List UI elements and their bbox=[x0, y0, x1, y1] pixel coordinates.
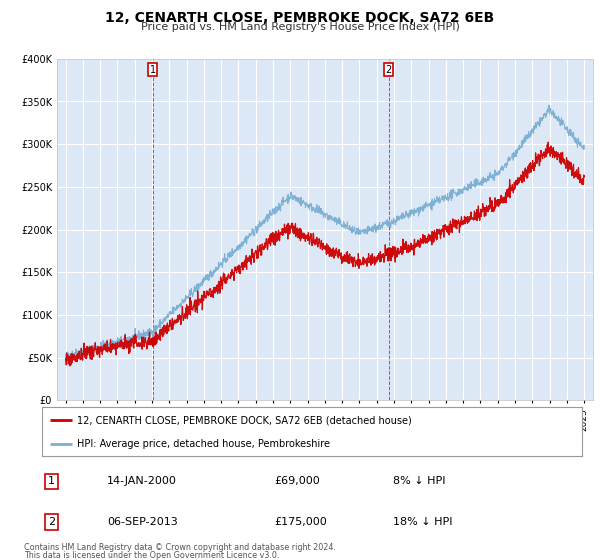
Text: 1: 1 bbox=[48, 477, 55, 486]
Text: 2: 2 bbox=[385, 65, 392, 75]
Text: 18% ↓ HPI: 18% ↓ HPI bbox=[393, 517, 452, 527]
Text: 2: 2 bbox=[48, 517, 55, 527]
Text: This data is licensed under the Open Government Licence v3.0.: This data is licensed under the Open Gov… bbox=[24, 551, 280, 560]
Text: Contains HM Land Registry data © Crown copyright and database right 2024.: Contains HM Land Registry data © Crown c… bbox=[24, 543, 336, 552]
Text: 14-JAN-2000: 14-JAN-2000 bbox=[107, 477, 176, 486]
Text: 06-SEP-2013: 06-SEP-2013 bbox=[107, 517, 178, 527]
Text: 8% ↓ HPI: 8% ↓ HPI bbox=[393, 477, 445, 486]
Text: £175,000: £175,000 bbox=[274, 517, 327, 527]
Text: 12, CENARTH CLOSE, PEMBROKE DOCK, SA72 6EB: 12, CENARTH CLOSE, PEMBROKE DOCK, SA72 6… bbox=[106, 11, 494, 25]
Text: Price paid vs. HM Land Registry's House Price Index (HPI): Price paid vs. HM Land Registry's House … bbox=[140, 22, 460, 32]
Text: £69,000: £69,000 bbox=[274, 477, 320, 486]
Text: 1: 1 bbox=[149, 65, 156, 75]
Text: 12, CENARTH CLOSE, PEMBROKE DOCK, SA72 6EB (detached house): 12, CENARTH CLOSE, PEMBROKE DOCK, SA72 6… bbox=[77, 416, 412, 426]
Text: HPI: Average price, detached house, Pembrokeshire: HPI: Average price, detached house, Pemb… bbox=[77, 439, 330, 449]
